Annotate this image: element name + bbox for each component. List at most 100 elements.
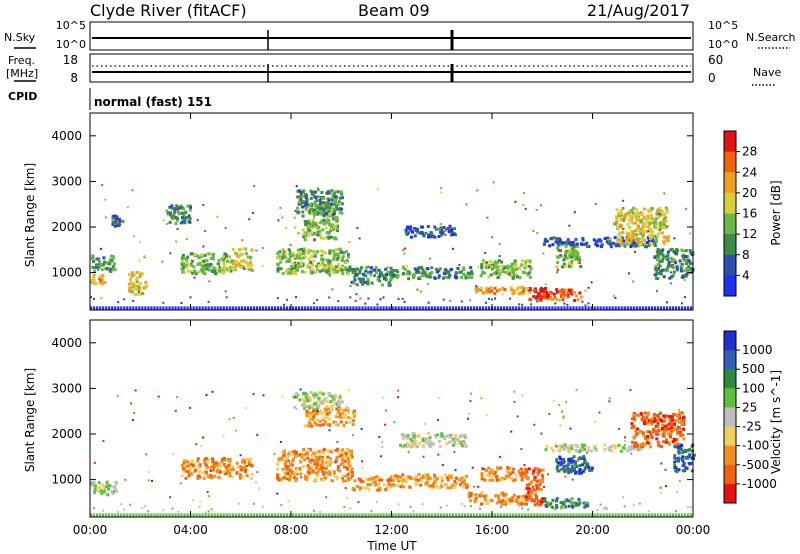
- range-cell: [496, 265, 500, 269]
- ground-scatter-cell: [322, 306, 325, 310]
- scatter-cell: [560, 296, 563, 299]
- range-cell: [674, 466, 678, 470]
- range-cell: [511, 495, 515, 499]
- range-cell: [297, 202, 301, 206]
- range-cell: [370, 479, 374, 483]
- colorbar-swatch: [724, 369, 736, 389]
- ground-scatter-cell: [484, 513, 488, 517]
- range-cell: [559, 254, 563, 258]
- range-cell: [207, 495, 210, 498]
- range-cell: [91, 483, 95, 487]
- range-cell: [183, 216, 187, 220]
- range-cell: [239, 454, 242, 457]
- colorbar-swatch: [724, 483, 736, 504]
- range-cell: [316, 474, 320, 478]
- range-cell: [243, 267, 246, 270]
- range-cell: [215, 466, 219, 470]
- range-cell: [197, 270, 201, 274]
- range-cell: [625, 237, 629, 241]
- range-cell: [431, 234, 435, 238]
- range-cell: [421, 439, 425, 443]
- range-cell: [526, 477, 530, 481]
- ground-scatter-cell: [472, 513, 476, 517]
- range-cell: [290, 463, 294, 467]
- range-cell: [658, 260, 662, 263]
- range-cell: [211, 475, 215, 479]
- range-cell: [662, 235, 666, 239]
- range-cell: [372, 480, 376, 484]
- range-cell: [643, 416, 647, 420]
- range-cell: [103, 280, 107, 284]
- ground-scatter-cell: [93, 513, 96, 517]
- x-tick-label: 00:00: [676, 523, 711, 537]
- range-cell: [211, 390, 214, 393]
- range-cell: [679, 266, 683, 270]
- range-cell: [480, 474, 484, 478]
- range-cell: [470, 276, 474, 279]
- range-cell: [541, 497, 545, 501]
- ground-scatter-cell: [180, 513, 183, 517]
- range-cell: [672, 270, 676, 274]
- range-cell: [454, 271, 458, 275]
- range-cell: [583, 443, 587, 447]
- range-cell: [326, 192, 330, 195]
- range-cell: [351, 474, 354, 478]
- scatter-cell: [566, 303, 569, 306]
- range-cell: [346, 454, 350, 458]
- scatter-cell: [521, 303, 524, 306]
- range-cell: [404, 231, 408, 235]
- ground-scatter-cell: [545, 306, 548, 310]
- range-cell: [344, 261, 348, 265]
- range-cell: [482, 468, 485, 471]
- range-cell: [438, 227, 442, 231]
- ground-scatter-cell: [677, 513, 681, 517]
- range-cell: [632, 413, 636, 417]
- ground-scatter-cell: [539, 306, 542, 310]
- colorbar-tick-label: 8: [742, 248, 750, 262]
- range-cell: [336, 190, 340, 194]
- range-cell: [148, 471, 151, 473]
- range-cell: [686, 258, 690, 262]
- nsearch-label: N.Search: [746, 31, 796, 44]
- range-cell: [306, 424, 310, 428]
- range-cell: [191, 499, 194, 502]
- range-cell: [162, 219, 165, 222]
- range-cell: [658, 206, 662, 210]
- range-cell: [301, 256, 305, 260]
- scatter-cell: [285, 298, 288, 301]
- range-cell: [662, 275, 666, 279]
- range-cell: [102, 439, 105, 442]
- range-cell: [652, 420, 656, 423]
- range-cell: [619, 217, 623, 221]
- range-cell: [592, 238, 596, 242]
- range-cell: [682, 419, 686, 423]
- range-cell: [656, 290, 658, 293]
- velocity-ylabel: Slant Range [km]: [23, 368, 37, 472]
- range-cell: [563, 254, 567, 258]
- range-cell: [222, 457, 226, 461]
- range-cell: [673, 443, 677, 447]
- range-cell: [464, 483, 468, 487]
- range-cell: [567, 251, 571, 255]
- range-cell: [313, 254, 317, 258]
- range-cell: [281, 216, 284, 219]
- range-cell: [207, 252, 211, 256]
- range-cell: [655, 240, 658, 244]
- range-cell: [491, 262, 495, 266]
- range-cell: [483, 271, 487, 275]
- colorbar-swatch: [724, 234, 736, 256]
- range-cell: [563, 265, 567, 268]
- range-cell: [669, 256, 673, 260]
- range-cell: [653, 412, 657, 416]
- ground-scatter-cell: [659, 306, 663, 310]
- range-cell: [222, 260, 226, 264]
- range-cell: [449, 433, 453, 437]
- ground-scatter-cell: [397, 513, 400, 517]
- range-cell: [454, 437, 458, 441]
- range-cell: [530, 497, 534, 501]
- range-cell: [340, 412, 344, 416]
- range-cell: [328, 457, 332, 460]
- scatter-cell: [337, 300, 340, 303]
- range-cell: [204, 456, 208, 460]
- ground-scatter-cell: [201, 306, 204, 310]
